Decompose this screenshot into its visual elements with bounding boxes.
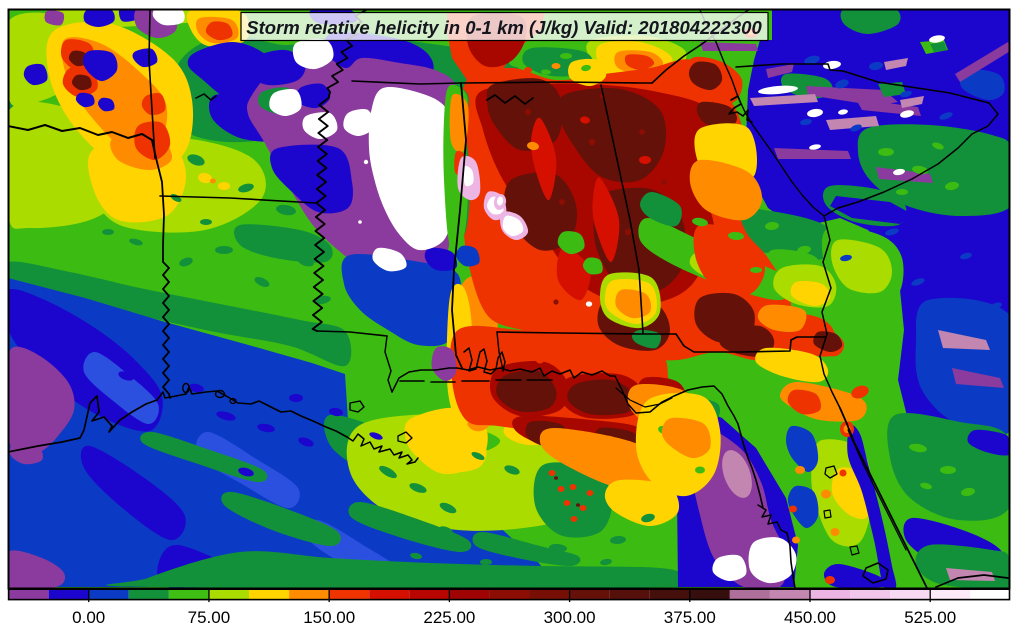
svg-text:Storm relative helicity in 0-1: Storm relative helicity in 0-1 km (J/kg)… — [246, 17, 762, 38]
svg-text:525.00: 525.00 — [904, 608, 956, 627]
svg-text:0.00: 0.00 — [72, 608, 105, 627]
svg-text:375.00: 375.00 — [664, 608, 716, 627]
svg-text:150.00: 150.00 — [303, 608, 355, 627]
svg-text:300.00: 300.00 — [544, 608, 596, 627]
svg-text:225.00: 225.00 — [423, 608, 475, 627]
svg-text:75.00: 75.00 — [188, 608, 231, 627]
svg-text:450.00: 450.00 — [784, 608, 836, 627]
